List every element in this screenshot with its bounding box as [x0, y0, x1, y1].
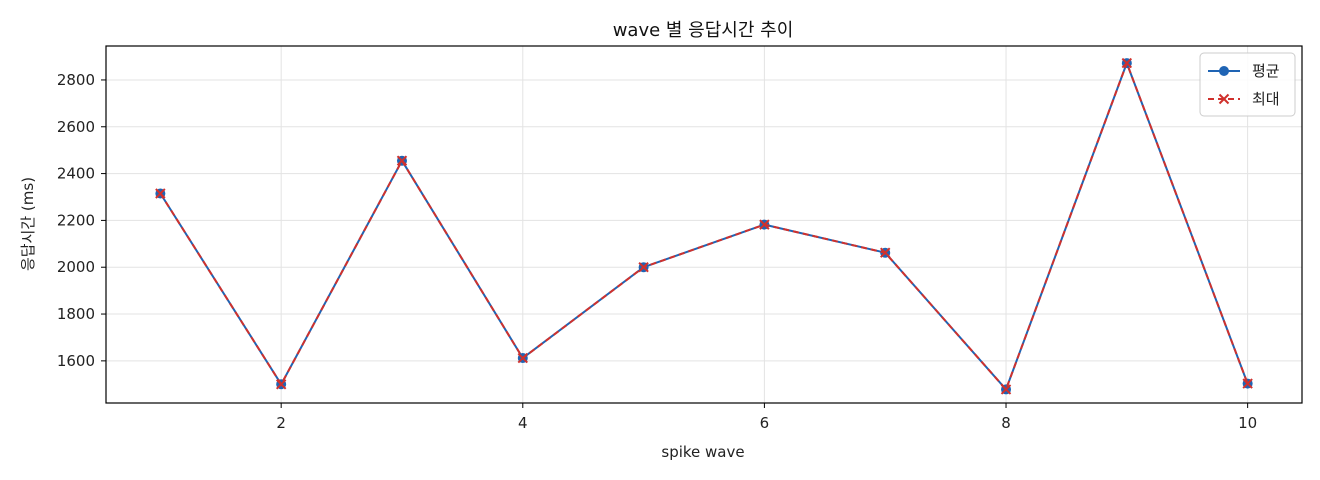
y-tick-label: 2400: [57, 165, 95, 183]
x-axis: 2 4 6 8 10: [276, 403, 1257, 432]
y-tick-label: 2000: [57, 258, 95, 276]
x-tick-label: 2: [276, 414, 286, 432]
series-group: [155, 57, 1253, 395]
x-marker-stroke: [517, 352, 528, 364]
x-axis-title: spike wave: [661, 443, 744, 461]
chart-title: wave 별 응답시간 추이: [613, 20, 794, 41]
x-marker-stroke: [396, 155, 408, 166]
data-point-s2: [1000, 384, 1012, 395]
x-marker-stroke: [638, 262, 649, 273]
x-marker-stroke: [880, 247, 891, 258]
legend-marker-2: [1218, 93, 1230, 105]
y-axis-title: 응답시간 (ms): [19, 177, 37, 271]
x-marker-stroke: [1121, 57, 1133, 69]
legend-label-2: 최대: [1252, 90, 1280, 108]
legend-label-1: 평균: [1252, 62, 1280, 80]
legend-box: [1199, 52, 1296, 117]
x-marker-stroke: [275, 379, 287, 390]
x-marker-stroke: [1242, 378, 1253, 389]
x-tick-label: 8: [1001, 414, 1011, 432]
data-point-s2: [275, 379, 287, 390]
legend-marker-1: [1219, 66, 1229, 76]
data-point-s2: [638, 262, 649, 273]
x-marker-stroke: [155, 188, 166, 199]
x-marker-stroke: [1000, 384, 1012, 395]
series-line-2: [159, 62, 1249, 391]
y-tick-label: 2200: [57, 211, 95, 229]
plot-frame: [105, 45, 1303, 404]
y-tick-label: 2800: [57, 71, 95, 89]
data-point-s2: [759, 219, 770, 230]
x-marker-stroke: [1218, 93, 1230, 105]
x-tick-label: 10: [1238, 414, 1257, 432]
series-line-1: [159, 62, 1249, 391]
x-tick-label: 6: [760, 414, 770, 432]
x-marker-stroke: [759, 219, 770, 230]
data-point-s2: [1242, 378, 1253, 389]
y-tick-label: 1600: [57, 352, 95, 370]
data-point-s2: [396, 155, 408, 166]
y-tick-label: 1800: [57, 305, 95, 323]
data-point-s2: [517, 352, 528, 364]
y-axis: 1600 1800 2000 2200 2400 2600 2800: [57, 71, 106, 370]
x-tick-label: 4: [518, 414, 528, 432]
y-tick-label: 2600: [57, 118, 95, 136]
data-point-s2: [155, 188, 166, 199]
data-point-s2: [1121, 57, 1133, 69]
grid: [106, 46, 1302, 403]
data-point-s2: [880, 247, 891, 258]
